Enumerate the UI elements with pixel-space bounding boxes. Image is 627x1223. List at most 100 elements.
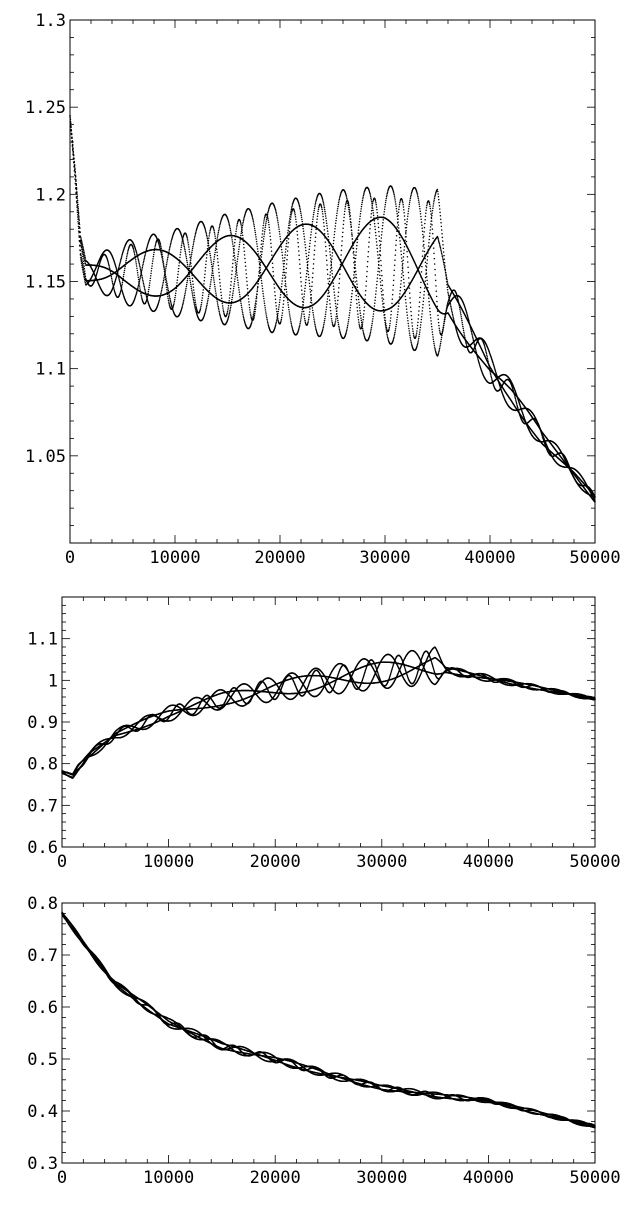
data-point bbox=[167, 288, 169, 290]
data-point bbox=[238, 248, 240, 250]
data-point bbox=[70, 123, 72, 125]
data-point bbox=[84, 268, 86, 270]
data-point bbox=[312, 218, 314, 220]
data-point bbox=[268, 224, 270, 226]
data-point bbox=[385, 204, 387, 206]
data-point bbox=[242, 234, 244, 236]
data-point bbox=[287, 232, 289, 234]
data-point bbox=[334, 228, 336, 230]
data-point bbox=[236, 226, 238, 228]
data-point bbox=[380, 265, 382, 267]
data-point bbox=[310, 291, 312, 293]
data-point bbox=[264, 231, 266, 233]
data-point bbox=[326, 264, 328, 266]
data-point bbox=[288, 309, 290, 311]
data-point bbox=[332, 276, 334, 278]
data-point bbox=[234, 242, 236, 244]
data-point bbox=[134, 254, 136, 256]
data-point bbox=[254, 226, 256, 228]
data-point bbox=[159, 298, 161, 300]
data-point bbox=[316, 222, 318, 224]
data-point bbox=[317, 215, 319, 217]
data-point bbox=[385, 325, 387, 327]
data-point bbox=[308, 255, 310, 257]
data-point bbox=[325, 218, 327, 220]
data-point bbox=[170, 302, 172, 304]
data-point bbox=[138, 260, 140, 262]
data-point bbox=[315, 200, 317, 202]
data-point bbox=[207, 299, 209, 301]
data-point bbox=[279, 233, 281, 235]
data-point bbox=[279, 302, 281, 304]
data-point bbox=[357, 287, 359, 289]
data-point bbox=[290, 323, 292, 325]
data-point bbox=[239, 239, 241, 241]
data-point bbox=[227, 309, 229, 311]
data-point bbox=[134, 252, 136, 254]
data-point bbox=[142, 264, 144, 266]
data-point bbox=[259, 263, 261, 265]
data-point bbox=[364, 306, 366, 308]
data-point bbox=[372, 210, 374, 212]
data-point bbox=[206, 235, 208, 237]
data-point bbox=[235, 264, 237, 266]
data-point bbox=[386, 194, 388, 196]
data-point bbox=[377, 271, 379, 273]
data-point bbox=[206, 236, 208, 238]
x-tick-label: 10000 bbox=[149, 548, 200, 568]
data-point bbox=[356, 283, 358, 285]
data-point bbox=[367, 256, 369, 258]
data-point bbox=[78, 220, 80, 222]
data-point bbox=[250, 313, 252, 315]
data-point bbox=[205, 309, 207, 311]
data-point bbox=[357, 310, 359, 312]
data-point bbox=[187, 242, 189, 244]
data-point bbox=[126, 258, 128, 260]
data-point bbox=[289, 315, 291, 317]
data-point bbox=[209, 230, 211, 232]
data-point bbox=[346, 198, 348, 200]
data-point bbox=[195, 302, 197, 304]
data-point bbox=[76, 193, 78, 195]
data-point bbox=[259, 269, 261, 271]
data-point bbox=[260, 251, 262, 253]
data-point bbox=[241, 307, 243, 309]
data-point bbox=[191, 271, 193, 273]
data-point bbox=[120, 260, 122, 262]
data-point bbox=[170, 301, 172, 303]
data-point bbox=[173, 305, 175, 307]
data-point bbox=[232, 243, 234, 245]
data-point bbox=[372, 203, 374, 205]
data-point bbox=[263, 241, 265, 243]
data-point bbox=[192, 295, 194, 297]
data-point bbox=[160, 243, 162, 245]
data-point bbox=[257, 287, 259, 289]
data-point bbox=[276, 320, 278, 322]
data-point bbox=[268, 222, 270, 224]
data-point bbox=[229, 313, 231, 315]
data-point bbox=[147, 296, 149, 298]
data-point bbox=[186, 262, 188, 264]
data-point bbox=[339, 278, 341, 280]
data-point bbox=[286, 294, 288, 296]
data-point bbox=[328, 291, 330, 293]
data-point bbox=[213, 279, 215, 281]
data-point bbox=[382, 285, 384, 287]
data-point bbox=[76, 195, 78, 197]
data-point bbox=[325, 313, 327, 315]
data-point bbox=[311, 290, 313, 292]
data-point bbox=[75, 179, 77, 181]
data-point bbox=[162, 256, 164, 258]
data-point bbox=[336, 212, 338, 214]
data-point bbox=[161, 287, 163, 289]
data-point bbox=[312, 310, 314, 312]
data-point bbox=[82, 262, 84, 264]
data-point bbox=[246, 284, 248, 286]
data-point bbox=[121, 285, 123, 287]
data-point bbox=[213, 258, 215, 260]
data-point bbox=[285, 248, 287, 250]
data-point bbox=[140, 276, 142, 278]
data-point bbox=[299, 326, 301, 328]
data-point bbox=[255, 234, 256, 236]
data-point bbox=[119, 263, 121, 265]
